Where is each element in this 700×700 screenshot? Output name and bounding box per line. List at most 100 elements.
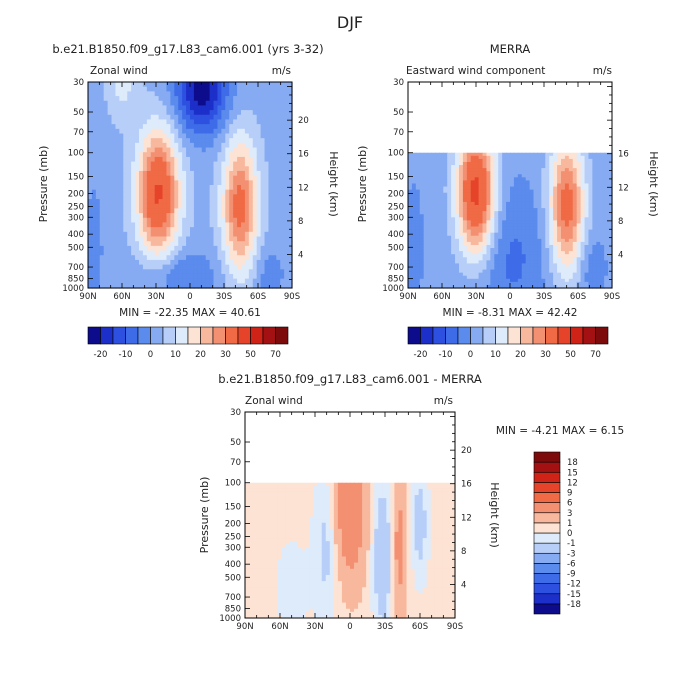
field-cell — [576, 272, 582, 277]
field-cell — [478, 192, 484, 197]
field-cell — [564, 214, 570, 218]
field-cell — [154, 180, 160, 186]
field-cell — [564, 254, 570, 258]
field-cell — [264, 86, 270, 92]
field-cell — [462, 208, 468, 212]
field-cell — [521, 241, 527, 246]
field-cell — [99, 96, 105, 102]
field-cell — [135, 269, 140, 275]
field-cell — [466, 211, 472, 215]
field-cell — [541, 158, 546, 163]
field-cell — [256, 175, 262, 181]
field-cell — [525, 266, 531, 271]
field-cell — [466, 254, 472, 258]
field-cell — [221, 236, 226, 242]
field-cell — [513, 257, 519, 261]
field-cell — [596, 155, 601, 160]
field-cell — [107, 264, 113, 270]
field-cell — [592, 204, 597, 209]
field-cell — [608, 284, 613, 289]
field-cell — [561, 165, 566, 169]
field-cell — [470, 235, 476, 240]
field-cell — [276, 105, 281, 111]
field-cell — [561, 155, 566, 160]
field-cell — [99, 236, 105, 242]
field-cell — [229, 100, 234, 107]
field-cell — [564, 235, 570, 240]
field-cell — [260, 82, 266, 88]
field-cell — [474, 186, 480, 191]
field-cell — [466, 260, 472, 264]
field-cell — [135, 217, 140, 224]
field-cell — [553, 168, 558, 172]
field-cell — [139, 213, 144, 219]
field-cell — [482, 254, 488, 258]
field-cell — [584, 217, 590, 221]
field-cell — [217, 203, 222, 210]
field-cell — [268, 273, 273, 280]
field-cell — [427, 168, 433, 172]
field-cell — [91, 241, 97, 247]
field-cell — [209, 194, 215, 200]
field-cell — [244, 278, 250, 284]
field-cell — [604, 174, 609, 178]
field-cell — [139, 227, 144, 233]
field-cell — [123, 161, 128, 167]
field-cell — [127, 180, 132, 186]
field-cell — [213, 152, 219, 158]
field-cell — [174, 114, 179, 121]
field-cell — [244, 91, 250, 97]
field-cell — [545, 161, 550, 166]
field-cell — [88, 245, 93, 252]
field-cell — [170, 128, 175, 135]
field-cell — [186, 86, 191, 92]
field-cell — [411, 217, 417, 221]
field-cell — [99, 124, 105, 130]
field-cell — [115, 152, 120, 158]
field-cell — [107, 259, 113, 266]
field-cell — [201, 124, 207, 130]
field-cell — [193, 82, 199, 88]
field-cell — [233, 100, 238, 107]
field-cell — [256, 133, 262, 139]
field-cell — [525, 168, 531, 172]
field-cell — [513, 232, 519, 237]
field-cell — [174, 213, 179, 219]
field-cell — [225, 161, 230, 167]
field-cell — [466, 220, 472, 225]
field-cell — [447, 168, 452, 172]
field-cell — [272, 166, 277, 172]
field-cell — [174, 185, 179, 191]
field-cell — [272, 82, 277, 88]
field-cell — [455, 266, 460, 271]
field-cell — [427, 152, 433, 157]
field-cell — [182, 156, 187, 163]
field-cell — [241, 269, 246, 275]
field-cell — [142, 128, 148, 135]
field-cell — [592, 275, 597, 280]
field-cell — [459, 161, 464, 166]
field-cell — [139, 203, 144, 210]
field-cell — [474, 235, 480, 240]
field-cell — [415, 223, 421, 228]
field-cell — [88, 166, 93, 172]
field-cell — [190, 236, 195, 242]
field-cell — [478, 275, 484, 280]
field-cell — [123, 278, 128, 284]
field-cell — [142, 142, 148, 149]
field-cell — [525, 208, 531, 212]
field-cell — [182, 133, 187, 139]
y-tick-label: 700 — [68, 263, 84, 273]
field-cell — [584, 152, 590, 157]
field-cell — [205, 222, 211, 228]
field-cell — [123, 208, 128, 214]
field-cell — [545, 192, 550, 197]
field-cell — [506, 208, 511, 212]
field-cell — [490, 229, 495, 234]
field-cell — [568, 168, 574, 172]
field-cell — [115, 185, 120, 191]
field-cell — [135, 133, 140, 139]
field-cell — [498, 244, 503, 249]
field-cell — [221, 231, 226, 238]
field-cell — [529, 281, 535, 286]
